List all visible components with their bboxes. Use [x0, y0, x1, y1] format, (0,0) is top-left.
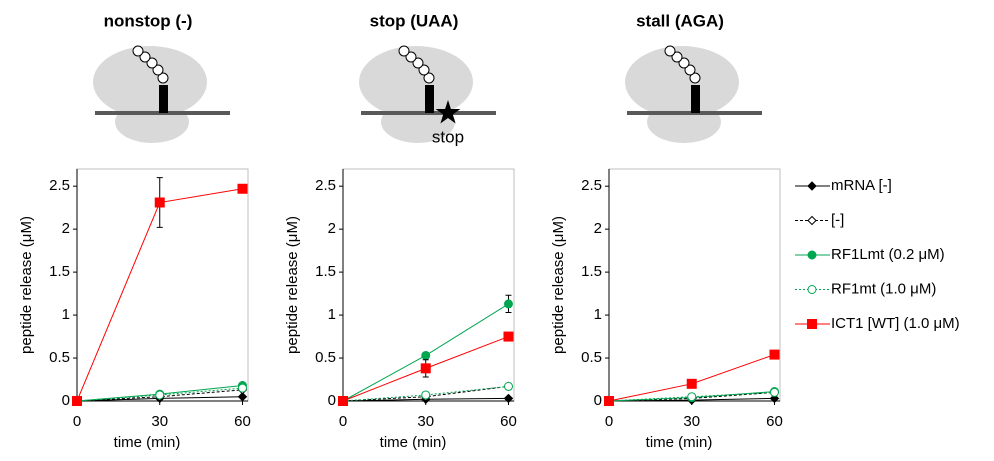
- peptide-residue: [152, 64, 164, 76]
- peptide-residue: [132, 45, 144, 57]
- marker: [154, 197, 165, 208]
- x-tick-label: 0: [605, 413, 613, 430]
- y-tick-label: 0: [594, 392, 602, 409]
- marker: [769, 393, 780, 404]
- y-tick-label: 2: [328, 220, 336, 237]
- y-tick-label: 2.5: [315, 177, 336, 194]
- trna: [425, 85, 434, 113]
- marker: [604, 396, 614, 406]
- legend-label: mRNA [-]: [831, 177, 892, 194]
- ribosome-large: [625, 46, 739, 118]
- y-tick-label: 0: [62, 392, 70, 409]
- marker: [503, 381, 513, 391]
- peptide-residue: [418, 64, 430, 76]
- x-tick-label: 30: [151, 413, 168, 430]
- peptide-residue: [146, 57, 158, 69]
- x-axis-label: time (min): [646, 434, 713, 451]
- marker: [155, 390, 165, 400]
- marker: [237, 183, 248, 194]
- peptide-residue: [664, 45, 676, 57]
- panel-title: stall (AGA): [636, 11, 724, 30]
- panel-title: stop (UAA): [370, 11, 459, 30]
- peptide-residue: [139, 51, 151, 63]
- y-tick-label: 1.5: [581, 263, 602, 280]
- legend-label: RF1mt (1.0 μM): [831, 280, 936, 297]
- y-tick-label: 2: [594, 220, 602, 237]
- x-axis-label: time (min): [380, 434, 447, 451]
- marker: [503, 393, 514, 404]
- y-tick-label: 0.5: [49, 349, 70, 366]
- marker: [420, 363, 431, 374]
- y-tick-label: 1.5: [49, 263, 70, 280]
- annotation: stop: [432, 127, 464, 146]
- marker: [338, 396, 348, 406]
- marker: [237, 383, 247, 393]
- marker: [421, 390, 431, 400]
- peptide-residue: [405, 51, 417, 63]
- peptide-residue: [671, 51, 683, 63]
- x-tick-label: 30: [683, 413, 700, 430]
- marker: [807, 215, 817, 226]
- ribosome-large: [93, 46, 207, 118]
- panel-title: nonstop (-): [104, 11, 193, 30]
- marker: [686, 378, 697, 389]
- peptide-residue: [684, 64, 696, 76]
- peptide-residue: [412, 57, 424, 69]
- trna: [691, 85, 700, 113]
- peptide-residue: [689, 72, 701, 84]
- ribosome-small: [647, 101, 721, 143]
- peptide-residue: [398, 45, 410, 57]
- marker: [421, 350, 431, 360]
- peptide-residue: [157, 72, 169, 84]
- y-tick-label: 2: [62, 220, 70, 237]
- marker: [807, 319, 817, 329]
- x-tick-label: 60: [234, 413, 251, 430]
- y-axis-label: peptide release (μM): [18, 216, 35, 354]
- marker: [72, 396, 82, 406]
- y-tick-label: 1: [594, 306, 602, 323]
- marker: [237, 391, 248, 402]
- stop-star: [435, 100, 461, 124]
- marker: [807, 285, 817, 294]
- x-tick-label: 60: [500, 413, 517, 430]
- y-tick-label: 0: [328, 392, 336, 409]
- y-tick-label: 2.5: [49, 177, 70, 194]
- peptide-residue: [423, 72, 435, 84]
- marker: [769, 387, 779, 397]
- x-tick-label: 30: [417, 413, 434, 430]
- x-axis-label: time (min): [114, 434, 181, 451]
- marker: [503, 331, 514, 342]
- legend-label: RF1Lmt (0.2 μM): [831, 246, 945, 263]
- marker: [807, 181, 817, 191]
- legend-label: [-]: [831, 211, 844, 228]
- x-tick-label: 0: [73, 413, 81, 430]
- plot-frame: [608, 168, 781, 402]
- ribosome-small: [115, 101, 189, 143]
- trna: [159, 85, 168, 113]
- y-tick-label: 1.5: [315, 263, 336, 280]
- legend-label: ICT1 [WT] (1.0 μM): [831, 315, 960, 332]
- marker: [687, 392, 697, 402]
- x-tick-label: 60: [766, 413, 783, 430]
- y-axis-label: peptide release (μM): [550, 216, 567, 354]
- y-tick-label: 0.5: [315, 349, 336, 366]
- ribosome-large: [359, 46, 473, 118]
- y-tick-label: 1: [328, 306, 336, 323]
- x-tick-label: 0: [339, 413, 347, 430]
- marker: [769, 349, 780, 360]
- y-tick-label: 1: [62, 306, 70, 323]
- marker: [503, 299, 513, 309]
- peptide-residue: [678, 57, 690, 69]
- y-axis-label: peptide release (μM): [284, 216, 301, 354]
- marker: [807, 250, 817, 260]
- y-tick-label: 0.5: [581, 349, 602, 366]
- y-tick-label: 2.5: [581, 177, 602, 194]
